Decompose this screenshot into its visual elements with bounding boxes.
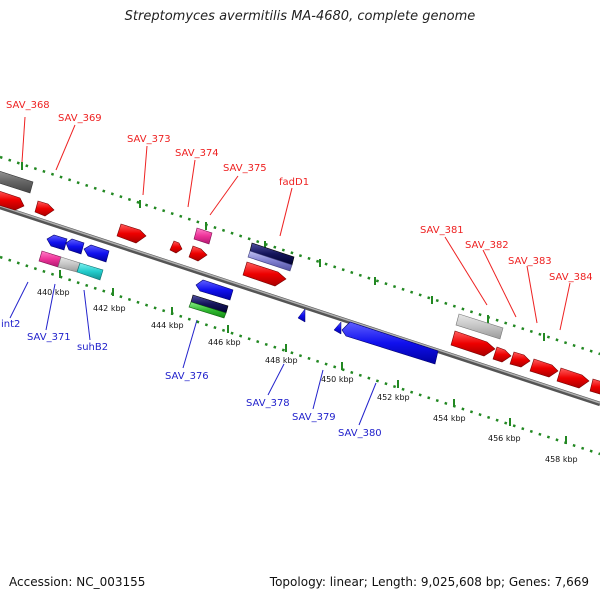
gene-int2 [38, 250, 62, 268]
accession-label: Accession: [9, 575, 73, 589]
gene-sav-382 [492, 346, 512, 363]
topology-value: linear [329, 575, 364, 589]
reverse-gene-labels: int2 SAV_371 suhB2 SAV_376 SAV_378 SAV_3… [1, 319, 382, 439]
label-sav-374: SAV_374 [175, 148, 219, 159]
accession-info: Accession: NC_003155 [9, 575, 145, 589]
gene-sav-374 [193, 227, 213, 245]
gene-subh2 [76, 262, 104, 281]
tick-label-458: 458 kbp [545, 455, 578, 464]
length-value: 9,025,608 bp [420, 575, 501, 589]
genes-value: 7,669 [554, 575, 589, 589]
label-sav-373: SAV_373 [127, 134, 171, 145]
gene-sav-384 [556, 367, 590, 389]
tick-label-446: 446 kbp [208, 338, 241, 347]
tick-label-442: 442 kbp [93, 304, 126, 313]
reverse-leader-lines [9, 281, 377, 426]
gene-sav-378 [297, 308, 306, 323]
reverse-ruler [0, 255, 600, 456]
tick-label-452: 452 kbp [377, 393, 410, 402]
genome-stats: Topology: linear; Length: 9,025,608 bp; … [269, 575, 589, 589]
tick-label-448: 448 kbp [265, 356, 298, 365]
accession-value: NC_003155 [76, 575, 146, 589]
genome-backbone-highlight [0, 205, 600, 404]
gene-fadd1 [242, 261, 287, 287]
gene-sav-373b [169, 240, 183, 254]
label-sav-368: SAV_368 [6, 100, 50, 111]
label-sav-381: SAV_381 [420, 225, 464, 236]
gene-fadd1-mid [247, 250, 293, 272]
genome-title: Streptomyces avermitilis MA-4680, comple… [124, 9, 476, 24]
tick-labels: 440 kbp 442 kbp 444 kbp 446 kbp 448 kbp … [37, 288, 578, 464]
label-sav-379: SAV_379 [292, 412, 336, 423]
genome-backbone [0, 204, 600, 407]
label-sav-380: SAV_380 [338, 428, 382, 439]
gene-sav-376-green [188, 301, 227, 319]
label-sav-382: SAV_382 [465, 240, 509, 251]
gene-sav-371 [57, 256, 81, 273]
gene-sav-383a [509, 351, 531, 368]
label-sav-384: SAV_384 [549, 272, 593, 283]
genes-label: Genes: [508, 575, 551, 589]
label-sav-375: SAV_375 [223, 163, 267, 174]
forward-gene-labels: SAV_368 SAV_369 SAV_373 SAV_374 SAV_375 … [6, 100, 593, 283]
tick-label-450: 450 kbp [321, 375, 354, 384]
gene-sav-383 [529, 358, 559, 378]
label-int2: int2 [1, 319, 20, 330]
tick-label-454: 454 kbp [433, 414, 466, 423]
gene-sav-376a [195, 279, 234, 301]
label-sav-378: SAV_378 [246, 398, 290, 409]
gene-sav-384b [589, 378, 600, 395]
gene-sav-375 [188, 245, 208, 262]
gene-sav-380 [341, 321, 439, 365]
label-sav-369: SAV_369 [58, 113, 102, 124]
gene-sav-379 [333, 321, 342, 335]
gene-sav-368 [0, 191, 25, 211]
label-suhb2: suhB2 [77, 342, 108, 353]
gene-sav-381 [450, 330, 496, 357]
forward-leader-lines [21, 116, 571, 331]
gene-sav-373 [116, 223, 147, 244]
label-sav-371: SAV_371 [27, 332, 71, 343]
topology-label: Topology: [269, 575, 326, 589]
tick-label-456: 456 kbp [488, 434, 521, 443]
forward-major-ticks [21, 162, 545, 341]
label-sav-383: SAV_383 [508, 256, 552, 267]
gene-sav-381-top [455, 313, 504, 340]
forward-genes [0, 170, 600, 395]
forward-ruler [0, 155, 600, 356]
reverse-genes [38, 234, 439, 365]
gene-sav-368-top [0, 170, 34, 194]
tick-label-440: 440 kbp [37, 288, 70, 297]
gene-subh2-rev [83, 244, 110, 263]
gene-sav-371b [65, 238, 85, 255]
tick-label-444: 444 kbp [151, 321, 184, 330]
gene-sav-371a [46, 234, 68, 251]
gene-sav-369 [34, 200, 55, 217]
label-sav-376: SAV_376 [165, 371, 209, 382]
reverse-major-ticks [59, 270, 567, 444]
length-label: Length: [371, 575, 418, 589]
label-fadd1: fadD1 [279, 177, 309, 188]
